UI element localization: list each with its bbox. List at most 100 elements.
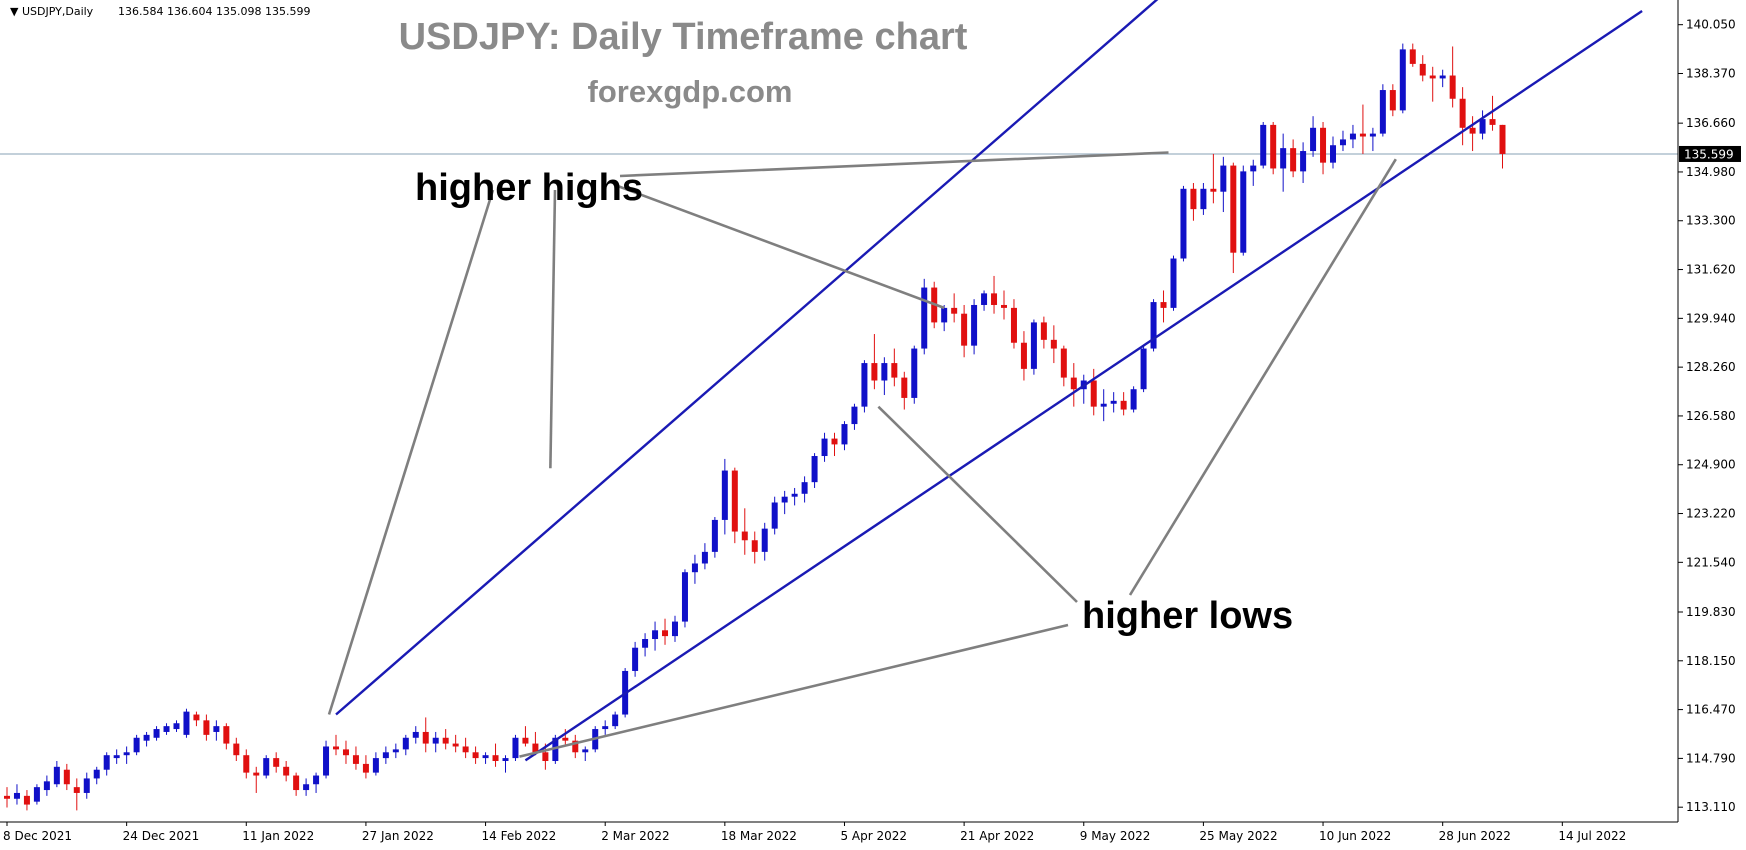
y-tick-label: 116.470 bbox=[1686, 703, 1736, 717]
candle-body bbox=[193, 714, 200, 721]
candle-body bbox=[851, 406, 858, 425]
x-tick-label: 14 Feb 2022 bbox=[482, 829, 557, 843]
candle-body bbox=[1240, 171, 1247, 253]
candle bbox=[283, 761, 290, 782]
candle-body bbox=[362, 763, 369, 773]
candle-body bbox=[1190, 188, 1197, 210]
candle-body bbox=[1180, 188, 1187, 259]
candle-body bbox=[123, 752, 130, 756]
candle bbox=[1210, 153, 1217, 204]
candle-body bbox=[781, 496, 788, 503]
candle bbox=[33, 784, 40, 805]
candle-body bbox=[352, 755, 359, 764]
candle-body bbox=[43, 781, 50, 791]
candle bbox=[961, 304, 968, 358]
candle bbox=[532, 731, 539, 756]
candle-body bbox=[173, 723, 180, 730]
candle bbox=[412, 726, 419, 744]
candle-body bbox=[602, 726, 609, 730]
candle bbox=[711, 517, 718, 558]
candle-body bbox=[811, 456, 818, 483]
candle-body bbox=[263, 758, 270, 776]
candle bbox=[662, 618, 669, 645]
candle bbox=[1140, 345, 1147, 393]
lower-channel-line bbox=[524, 9, 1643, 762]
candle-body bbox=[4, 795, 10, 799]
candle-body bbox=[891, 363, 898, 378]
candle bbox=[1180, 185, 1187, 262]
candle bbox=[951, 293, 958, 323]
candle-body bbox=[1339, 139, 1346, 146]
candle bbox=[1260, 121, 1267, 169]
candle bbox=[1100, 389, 1107, 422]
candle bbox=[273, 752, 280, 773]
candle-body bbox=[303, 784, 310, 791]
candle bbox=[53, 761, 60, 788]
candle bbox=[442, 729, 449, 750]
candle bbox=[1110, 392, 1117, 413]
candle-body bbox=[422, 731, 429, 744]
candle-body bbox=[761, 528, 768, 552]
x-tick-label: 8 Dec 2021 bbox=[3, 829, 72, 843]
candle-body bbox=[1429, 75, 1436, 79]
candle bbox=[323, 740, 330, 779]
candle-body bbox=[821, 438, 828, 457]
candle-body bbox=[1010, 307, 1017, 343]
current-price-label-box bbox=[1679, 145, 1741, 162]
y-tick-label: 138.370 bbox=[1686, 66, 1736, 80]
candle-body bbox=[1379, 90, 1386, 134]
candle-body bbox=[153, 729, 160, 738]
candle-body bbox=[1330, 145, 1337, 163]
candle bbox=[462, 737, 469, 759]
candle-body bbox=[871, 363, 878, 381]
candle-body bbox=[701, 551, 708, 564]
candle bbox=[313, 772, 320, 793]
candle bbox=[642, 633, 649, 657]
candle bbox=[971, 299, 978, 355]
candle-body bbox=[472, 752, 479, 759]
candle-body bbox=[552, 737, 559, 762]
candle-body bbox=[741, 531, 748, 541]
candle-body bbox=[382, 752, 389, 759]
candle-body bbox=[482, 755, 489, 759]
candle bbox=[1349, 124, 1356, 149]
candle bbox=[233, 737, 240, 762]
candle bbox=[1120, 392, 1127, 416]
chart-symbol-label: USDJPY,Daily bbox=[22, 5, 94, 18]
candle bbox=[492, 743, 499, 767]
candle bbox=[1230, 162, 1237, 274]
candle-body bbox=[213, 726, 220, 732]
candle bbox=[1339, 130, 1346, 152]
x-tick-label: 27 Jan 2022 bbox=[362, 829, 434, 843]
candle-body bbox=[751, 540, 758, 552]
candle bbox=[612, 711, 619, 730]
candle-body bbox=[951, 307, 958, 314]
chart-title: USDJPY: Daily Timeframe chart bbox=[399, 16, 968, 58]
candle bbox=[213, 720, 220, 741]
symbol-menu-icon[interactable]: ▼ bbox=[10, 5, 19, 18]
candle-body bbox=[841, 424, 848, 445]
candle bbox=[482, 752, 489, 764]
candle-body bbox=[1110, 400, 1117, 404]
candle bbox=[1429, 66, 1436, 102]
candle bbox=[691, 554, 698, 584]
annotation-pointer-line bbox=[877, 405, 1078, 603]
candle-body bbox=[971, 304, 978, 346]
y-tick-label: 119.830 bbox=[1686, 605, 1736, 619]
candle-body bbox=[1409, 49, 1416, 64]
annotation-pointer-line bbox=[519, 623, 1069, 758]
overlay-layer bbox=[327, 0, 1643, 762]
candle-body bbox=[372, 758, 379, 773]
candle bbox=[841, 421, 848, 451]
candle bbox=[1439, 69, 1446, 88]
candle bbox=[821, 432, 828, 462]
y-tick-label: 134.980 bbox=[1686, 165, 1736, 179]
candle-body bbox=[911, 348, 918, 398]
y-tick-label: 126.580 bbox=[1686, 409, 1736, 423]
candle bbox=[193, 711, 200, 727]
candle-body bbox=[412, 731, 419, 738]
candle-body bbox=[203, 720, 210, 735]
chart-ohlc-readout: 136.584 136.604 135.098 135.599 bbox=[118, 5, 310, 18]
candle-body bbox=[801, 482, 808, 494]
candle-body bbox=[652, 630, 659, 640]
